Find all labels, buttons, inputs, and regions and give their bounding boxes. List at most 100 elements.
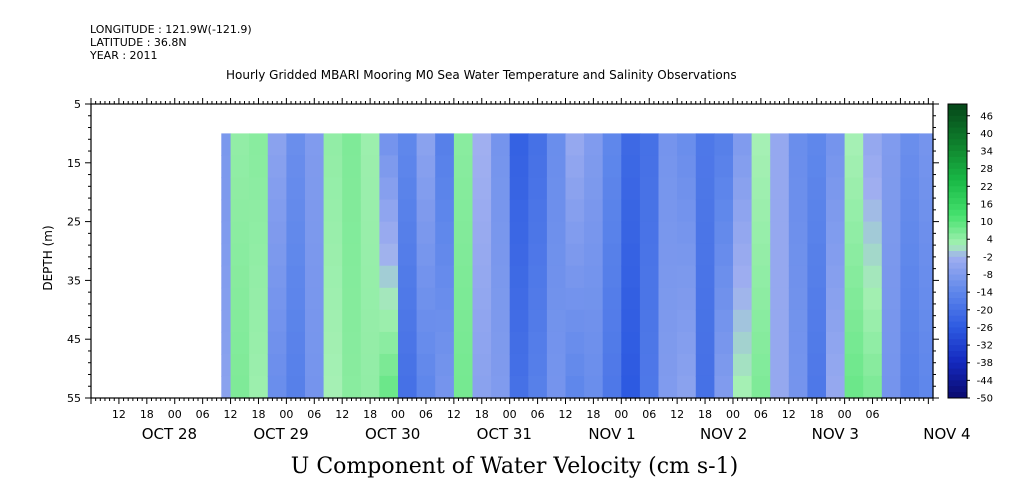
heatmap-cell bbox=[714, 221, 734, 245]
heatmap-cell bbox=[491, 353, 511, 377]
heatmap-cell bbox=[509, 155, 529, 179]
heatmap-cell bbox=[249, 155, 269, 179]
heatmap-cell bbox=[844, 177, 864, 201]
heatmap-cell bbox=[621, 155, 641, 179]
heatmap-cell bbox=[305, 133, 325, 156]
heatmap-cell bbox=[360, 309, 380, 333]
x-tick-label: 18 bbox=[251, 408, 265, 421]
heatmap-cell bbox=[621, 265, 641, 289]
heatmap-cell bbox=[658, 177, 678, 201]
heatmap-cell bbox=[267, 331, 287, 355]
x-axis-title: U Component of Water Velocity (cm s-1) bbox=[290, 454, 739, 479]
heatmap-cell bbox=[621, 309, 641, 333]
heatmap-cell bbox=[453, 375, 474, 399]
heatmap-cell bbox=[584, 199, 604, 223]
heatmap-column bbox=[602, 133, 622, 399]
heatmap-cell bbox=[286, 133, 306, 156]
heatmap-cell bbox=[305, 375, 325, 399]
x-tick-label: 18 bbox=[586, 408, 600, 421]
heatmap-cell bbox=[565, 375, 585, 399]
heatmap-cell bbox=[621, 331, 641, 355]
heatmap-cell bbox=[221, 243, 232, 267]
heatmap-cell bbox=[658, 199, 678, 223]
heatmap-cell bbox=[695, 199, 715, 223]
colorbar-swatch bbox=[948, 392, 967, 399]
heatmap-cell bbox=[416, 265, 436, 289]
heatmap-cell bbox=[900, 287, 920, 311]
heatmap-cell bbox=[565, 265, 585, 289]
colorbar-swatch bbox=[948, 121, 967, 128]
heatmap-cell bbox=[491, 199, 511, 223]
heatmap-cell bbox=[416, 353, 436, 377]
heatmap-cell bbox=[472, 243, 492, 267]
heatmap-cell bbox=[714, 155, 734, 179]
heatmap-cell bbox=[360, 133, 380, 156]
colorbar-swatch bbox=[948, 309, 967, 317]
heatmap-column bbox=[221, 133, 232, 399]
heatmap-cell bbox=[881, 331, 901, 355]
x-tick-label: 12 bbox=[335, 408, 349, 421]
heatmap-cell bbox=[565, 287, 585, 311]
colorbar-swatch bbox=[948, 327, 967, 334]
x-tick-label: 06 bbox=[307, 408, 321, 421]
heatmap-cell bbox=[733, 265, 753, 289]
colorbar-swatch bbox=[948, 386, 967, 393]
heatmap-column bbox=[714, 133, 734, 399]
colorbar-swatch bbox=[948, 380, 967, 387]
heatmap-cell bbox=[435, 243, 455, 267]
heatmap-cell bbox=[221, 221, 232, 245]
heatmap-cell bbox=[788, 243, 808, 267]
heatmap-cell bbox=[658, 353, 678, 377]
heatmap-cell bbox=[453, 353, 474, 377]
heatmap-cell bbox=[323, 199, 343, 223]
heatmap-cell bbox=[472, 199, 492, 223]
colorbar-label: -20 bbox=[977, 305, 993, 316]
x-tick-label: 00 bbox=[279, 408, 293, 421]
heatmap-cell bbox=[677, 221, 697, 245]
heatmap-cell bbox=[398, 221, 418, 245]
heatmap-cell bbox=[807, 221, 827, 245]
heatmap-cell bbox=[881, 353, 901, 377]
heatmap-cell bbox=[602, 375, 622, 399]
heatmap-cell bbox=[286, 287, 306, 311]
heatmap-cell bbox=[249, 353, 269, 377]
heatmap-cell bbox=[453, 309, 474, 333]
y-tick-label: 55 bbox=[67, 392, 81, 405]
heatmap-cell bbox=[788, 155, 808, 179]
heatmap-cell bbox=[621, 177, 641, 201]
heatmap-cell bbox=[900, 221, 920, 245]
heatmap-cell bbox=[863, 287, 883, 311]
heatmap-cell bbox=[770, 177, 790, 201]
heatmap-column bbox=[807, 133, 827, 399]
heatmap-cell bbox=[751, 287, 771, 311]
heatmap-cell bbox=[398, 155, 418, 179]
heatmap-cell bbox=[546, 177, 567, 201]
colorbar-swatch bbox=[948, 168, 967, 176]
heatmap-cell bbox=[416, 177, 436, 201]
heatmap-cell bbox=[565, 243, 585, 267]
heatmap-cell bbox=[546, 243, 567, 267]
heatmap-cell bbox=[323, 177, 343, 201]
heatmap-cell bbox=[807, 177, 827, 201]
heatmap-column bbox=[342, 133, 362, 399]
x-day-label: OCT 31 bbox=[477, 425, 532, 443]
heatmap-cell bbox=[844, 287, 864, 311]
heatmap-cell bbox=[528, 155, 548, 179]
heatmap-cell bbox=[584, 265, 604, 289]
heatmap-cell bbox=[863, 199, 883, 223]
heatmap-cell bbox=[565, 221, 585, 245]
heatmap-cell bbox=[435, 199, 455, 223]
heatmap-cell bbox=[714, 265, 734, 289]
heatmap-cell bbox=[733, 331, 753, 355]
heatmap-cell bbox=[602, 243, 622, 267]
heatmap-cell bbox=[360, 353, 380, 377]
colorbar-swatch bbox=[948, 104, 967, 111]
heatmap-cell bbox=[416, 133, 436, 156]
heatmap-cell bbox=[453, 177, 474, 201]
heatmap-cell bbox=[379, 133, 399, 156]
x-tick-label: 06 bbox=[531, 408, 545, 421]
heatmap-cell bbox=[379, 265, 399, 289]
colorbar-label: -44 bbox=[977, 376, 993, 387]
heatmap-column bbox=[770, 133, 790, 399]
heatmap-cell bbox=[286, 221, 306, 245]
